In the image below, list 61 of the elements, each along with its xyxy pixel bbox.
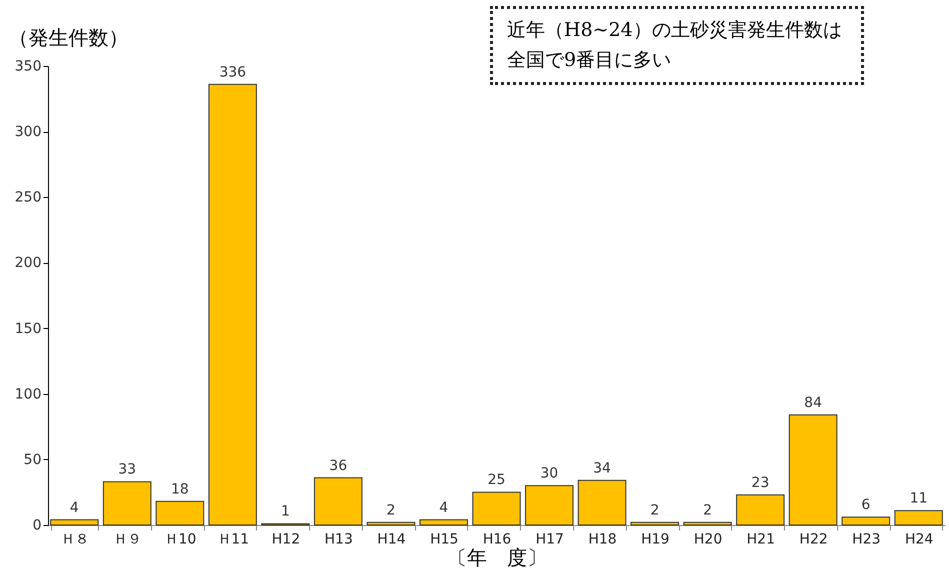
x-tick-label: H24 xyxy=(904,532,934,548)
bar xyxy=(842,516,890,526)
data-label: 33 xyxy=(118,462,136,478)
x-tick-label: H18 xyxy=(588,532,617,548)
bar xyxy=(314,477,362,526)
x-tick-label: H13 xyxy=(324,532,353,548)
data-label: 18 xyxy=(171,481,189,498)
x-tick-label: Ｈ11 xyxy=(217,532,250,548)
x-tick-label: H21 xyxy=(746,532,775,548)
x-tick-label: H16 xyxy=(482,532,512,548)
x-tick-label: H12 xyxy=(272,532,300,548)
y-tick-label: 300 xyxy=(14,124,42,140)
data-label: 4 xyxy=(70,500,79,516)
y-tick-label: 250 xyxy=(14,190,42,206)
y-tick-label: 150 xyxy=(14,320,42,337)
data-label: 25 xyxy=(488,472,506,488)
bar xyxy=(578,480,626,526)
bar xyxy=(472,492,521,526)
data-label: 36 xyxy=(329,458,348,474)
bar xyxy=(894,510,943,526)
x-tick-label: H23 xyxy=(852,532,881,548)
data-label: 1 xyxy=(280,504,290,520)
x-tick-label: H19 xyxy=(641,532,670,548)
x-tick-label: H20 xyxy=(694,532,722,548)
bar xyxy=(50,519,99,526)
data-label: 11 xyxy=(910,490,928,507)
bar xyxy=(366,522,416,526)
data-label: 23 xyxy=(751,474,770,491)
data-label: 34 xyxy=(593,460,612,476)
data-label: 6 xyxy=(861,497,870,514)
bar xyxy=(419,519,468,526)
bar xyxy=(156,500,204,526)
data-label: 2 xyxy=(386,502,396,518)
x-tick-label: H22 xyxy=(799,532,828,548)
y-tick-label: 50 xyxy=(24,452,42,468)
bar xyxy=(208,84,257,526)
y-tick-label: 0 xyxy=(32,518,42,534)
data-label: 2 xyxy=(703,502,712,518)
data-label: 4 xyxy=(439,500,448,516)
bar xyxy=(736,494,785,526)
x-tick-label: H17 xyxy=(536,532,564,548)
bar xyxy=(525,485,574,526)
y-tick-label: 350 xyxy=(14,58,42,74)
bar xyxy=(630,522,680,526)
y-tick-label: 100 xyxy=(14,386,42,402)
y-axis-title: （発生件数） xyxy=(8,26,128,50)
data-label: 84 xyxy=(804,394,822,411)
note-box: 近年（H8~24）の土砂災害発生件数は全国で9番目に多い xyxy=(490,6,864,85)
x-tick-label: H14 xyxy=(377,532,406,548)
data-label: 2 xyxy=(650,502,660,518)
x-tick-label: Ｈ10 xyxy=(164,532,196,548)
bar xyxy=(102,481,152,526)
x-tick-label: H15 xyxy=(430,532,458,548)
data-label: 336 xyxy=(219,64,246,80)
y-tick-label: 200 xyxy=(14,255,42,272)
bar xyxy=(683,522,732,526)
x-tick-label: Ｈ８ xyxy=(60,532,89,548)
bar xyxy=(788,414,838,526)
data-label: 30 xyxy=(540,466,558,482)
x-axis-title: 〔年 度〕 xyxy=(447,546,547,570)
x-tick-label: Ｈ９ xyxy=(114,532,142,548)
